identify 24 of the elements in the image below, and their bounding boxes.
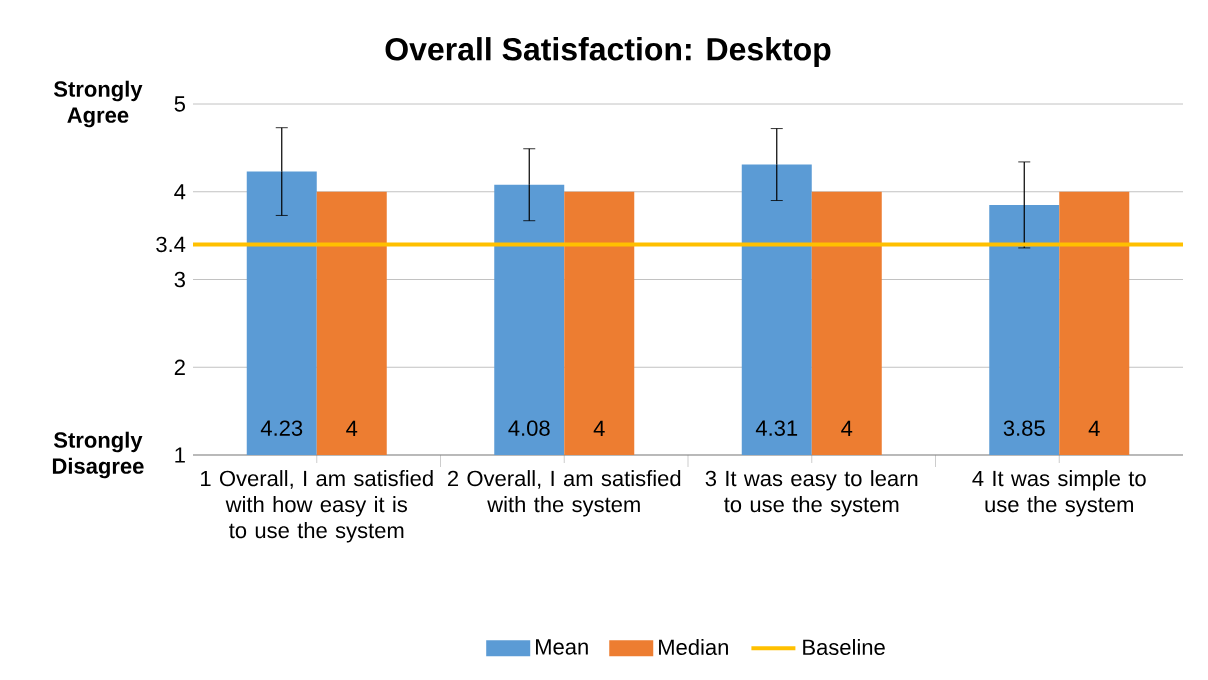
data-label: 3.85	[1003, 420, 1045, 436]
data-label: 4.08	[508, 420, 550, 436]
y-tick-label: 3	[174, 271, 185, 288]
y-tick-label: 4	[174, 184, 186, 200]
data-label: 4.31	[755, 420, 798, 436]
data-label: 4	[346, 420, 358, 436]
legend-label: Baseline	[803, 638, 885, 656]
text: Strongly Disagree	[52, 431, 144, 479]
x-tick-label: 1 Overall, I am satisfied with how easy it is to use the system	[201, 470, 433, 543]
x-tick-label: 4 It was simple to use the system	[972, 470, 1146, 517]
x-tick-label: 2 Overall, I am satisfied with the system	[447, 470, 681, 517]
legend-label: Median	[659, 638, 728, 656]
data-label: 4	[1088, 420, 1100, 436]
x-tick-label: 3 It was easy to learn to use the system	[705, 470, 918, 517]
y-tick-label: 2	[174, 359, 185, 375]
y-tick-label: 3.4	[156, 236, 186, 253]
text: Strongly Agree	[53, 80, 143, 128]
legend-label: Mean	[536, 639, 588, 655]
data-label: 4.23	[260, 420, 303, 436]
y-tick-label: 5	[174, 96, 185, 112]
data-label: 4	[593, 420, 605, 436]
data-label: 4	[841, 420, 853, 436]
chart-title: Overall Satisfaction: Desktop	[385, 37, 831, 67]
y-tick-label: 1	[175, 447, 185, 463]
